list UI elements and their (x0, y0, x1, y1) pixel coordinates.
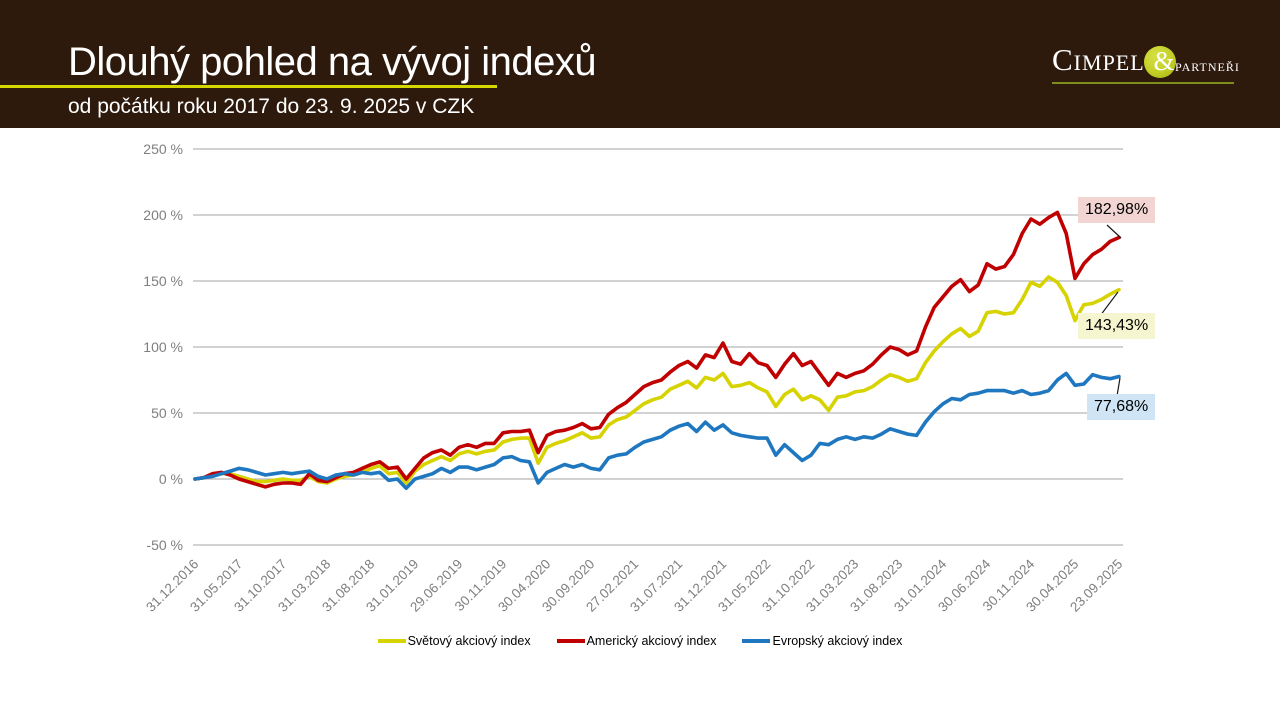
legend-swatch-american (556, 639, 585, 643)
legend-label-american: Americký akciový index (586, 634, 717, 648)
legend-item-european: Evropský akciový index (742, 634, 902, 648)
logo-name: Cimpel & (1052, 44, 1175, 75)
legend-item-american: Americký akciový index (556, 634, 717, 648)
y-axis-tick-label: -50 % (146, 537, 183, 553)
legend-swatch-european (742, 639, 771, 643)
end-value-label-evropský: 77,68% (1087, 394, 1156, 420)
y-axis-tick-label: 200 % (143, 207, 183, 223)
logo-ampersand: & (1153, 46, 1176, 76)
y-axis-tick-label: 50 % (151, 405, 183, 421)
logo-underline (1052, 82, 1234, 84)
logo-leaf-icon (1144, 46, 1176, 78)
title-underline (0, 85, 497, 88)
chart-legend: Světový akciový index Americký akciový i… (0, 634, 1280, 648)
end-value-label-americký: 182,98% (1078, 197, 1156, 223)
y-axis-tick-label: 250 % (143, 141, 183, 157)
logo-suffix: partneři (1175, 56, 1240, 75)
end-label-leader-line (1116, 377, 1121, 397)
end-label-leader-line (1099, 291, 1119, 317)
company-logo: Cimpel & partneři (1040, 36, 1250, 86)
legend-item-world: Světový akciový index (377, 634, 531, 648)
page-title: Dlouhý pohled na vývoj indexů (68, 40, 597, 84)
logo-name-text: Cimpel (1052, 42, 1145, 77)
y-axis-tick-label: 0 % (158, 471, 183, 487)
page-subtitle: od počátku roku 2017 do 23. 9. 2025 v CZ… (68, 95, 475, 118)
legend-label-european: Evropský akciový index (772, 634, 903, 648)
y-axis-tick-label: 100 % (143, 339, 183, 355)
end-value-label-světový: 143,43% (1078, 313, 1156, 339)
legend-label-world: Světový akciový index (407, 634, 531, 648)
legend-swatch-world (377, 639, 406, 643)
series-line-evropský (193, 371, 1121, 491)
end-label-leader-line (1106, 224, 1122, 239)
series-line-americký (193, 210, 1121, 489)
slide-header: Dlouhý pohled na vývoj indexů od počátku… (0, 0, 1280, 128)
y-axis-tick-label: 150 % (143, 273, 183, 289)
